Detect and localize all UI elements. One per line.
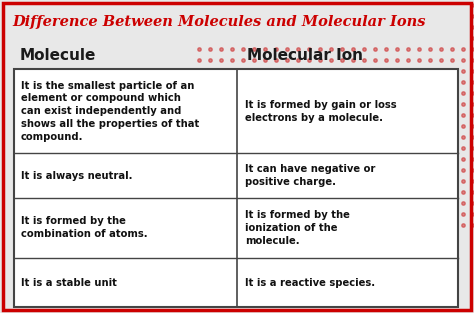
Text: It is a stable unit: It is a stable unit <box>21 278 117 288</box>
Text: It is formed by gain or loss
electrons by a molecule.: It is formed by gain or loss electrons b… <box>245 100 397 123</box>
Text: It can have negative or
positive charge.: It can have negative or positive charge. <box>245 164 375 187</box>
Text: It is formed by the
ionization of the
molecule.: It is formed by the ionization of the mo… <box>245 210 350 246</box>
Text: Difference Between Molecules and Molecular Ions: Difference Between Molecules and Molecul… <box>12 15 426 29</box>
Text: Molecular Ion: Molecular Ion <box>247 48 363 63</box>
Text: Molecule: Molecule <box>20 48 96 63</box>
Bar <box>3 3 471 41</box>
Text: It is the smallest particle of an
element or compound which
can exist independen: It is the smallest particle of an elemen… <box>21 81 199 142</box>
Text: It is a reactive species.: It is a reactive species. <box>245 278 375 288</box>
Bar <box>14 69 458 307</box>
Text: It is formed by the
combination of atoms.: It is formed by the combination of atoms… <box>21 217 147 239</box>
Text: It is always neutral.: It is always neutral. <box>21 171 133 181</box>
